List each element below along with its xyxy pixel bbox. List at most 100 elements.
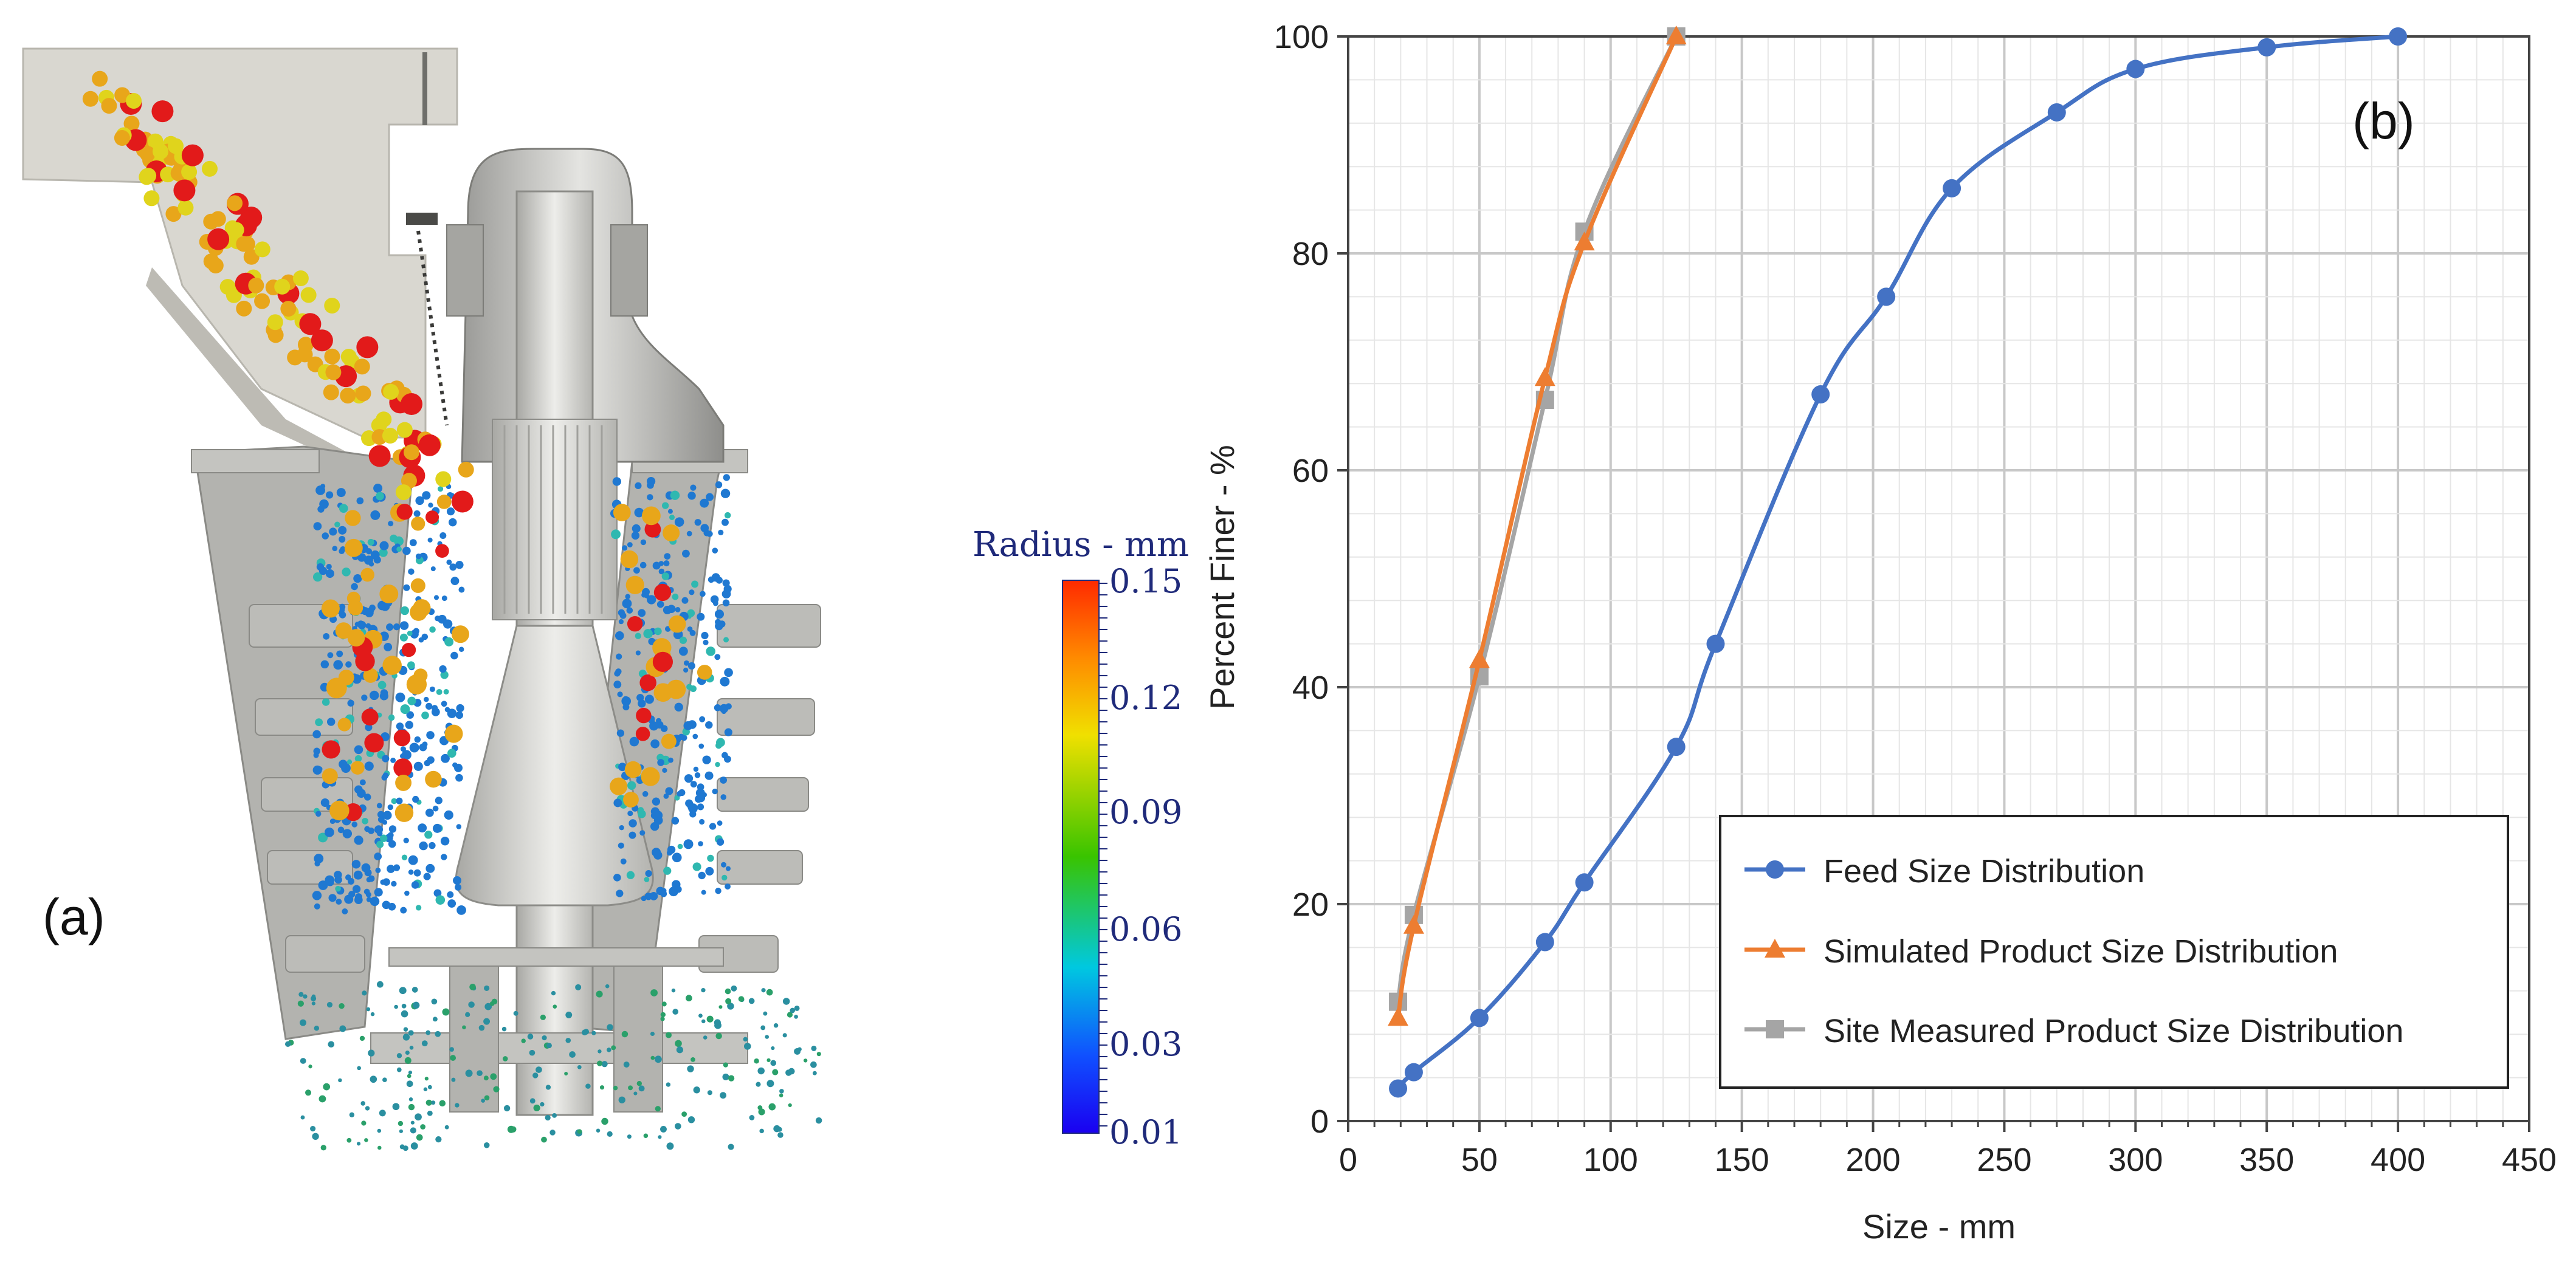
discharge-particle xyxy=(409,1046,414,1050)
fine-particle xyxy=(415,554,422,560)
discharge-particle xyxy=(431,1100,436,1105)
coarse-particle xyxy=(444,724,463,743)
feed-particle xyxy=(207,228,230,250)
fine-particle xyxy=(705,866,714,876)
series-0-point xyxy=(1575,873,1594,892)
rib-right-4 xyxy=(717,850,803,885)
fine-particle xyxy=(697,803,704,811)
discharge-particle xyxy=(723,1062,728,1068)
discharge-particle xyxy=(759,1128,764,1134)
discharge-particle xyxy=(408,1097,413,1102)
discharge-particle xyxy=(415,1113,422,1121)
y-tick-label: 0 xyxy=(1310,1103,1329,1140)
fine-particle xyxy=(424,760,430,767)
fine-particle xyxy=(629,831,636,839)
fine-particle xyxy=(723,637,729,643)
discharge-particle xyxy=(738,996,745,1002)
base-flange-upper xyxy=(388,947,724,967)
feed-particle xyxy=(297,337,314,353)
discharge-particle xyxy=(451,1077,456,1082)
fine-particle xyxy=(720,676,730,687)
fine-particle xyxy=(415,496,424,506)
fine-particle xyxy=(663,606,672,615)
fine-particle xyxy=(379,548,388,557)
discharge-particle xyxy=(687,1116,695,1123)
discharge-particle xyxy=(815,1117,822,1124)
fine-particle xyxy=(456,704,464,713)
rib-right-2 xyxy=(717,698,815,736)
discharge-particle xyxy=(312,1133,319,1140)
discharge-particle xyxy=(377,1145,382,1150)
fine-particle xyxy=(635,482,642,489)
fine-particle xyxy=(721,862,727,868)
feed-particle xyxy=(354,358,370,375)
feed-particle xyxy=(382,428,398,444)
discharge-particle xyxy=(788,1103,792,1108)
fine-particle xyxy=(627,542,633,547)
fine-particle xyxy=(363,794,371,801)
fine-particle xyxy=(620,858,627,865)
fine-particle xyxy=(700,591,706,597)
fine-particle xyxy=(699,716,706,722)
coarse-particle xyxy=(347,629,365,646)
fine-particle xyxy=(396,546,402,552)
fine-particle xyxy=(455,773,463,782)
fine-particle xyxy=(724,755,731,763)
fine-particle xyxy=(712,547,718,554)
fine-particle xyxy=(408,869,414,875)
discharge-particle xyxy=(748,998,755,1004)
fine-particle xyxy=(377,811,385,818)
fine-particle xyxy=(631,531,640,540)
fine-particle xyxy=(352,885,361,893)
fine-particle xyxy=(447,891,454,898)
fine-particle xyxy=(390,757,396,763)
fine-particle xyxy=(701,890,706,895)
discharge-particle xyxy=(405,1050,410,1055)
feed-particle xyxy=(325,364,342,380)
discharge-particle xyxy=(410,1120,415,1125)
fine-particle xyxy=(422,491,431,500)
discharge-particle xyxy=(811,1045,817,1051)
discharge-particle xyxy=(675,1040,682,1048)
fine-particle xyxy=(433,595,439,600)
fine-particle xyxy=(335,885,341,892)
fine-particle xyxy=(679,636,687,644)
fine-particle xyxy=(411,881,419,889)
fine-particle xyxy=(662,767,667,773)
fine-particle xyxy=(674,795,680,801)
discharge-particle xyxy=(408,1030,414,1036)
fine-particle xyxy=(715,481,723,489)
fine-particle xyxy=(418,823,427,833)
discharge-particle xyxy=(408,1103,415,1111)
fine-particle xyxy=(407,661,415,670)
discharge-particle xyxy=(370,1075,377,1083)
coarse-particle xyxy=(361,708,379,726)
coarse-particle xyxy=(435,544,449,558)
discharge-particle xyxy=(601,1061,608,1068)
fine-particle xyxy=(666,849,673,856)
discharge-particle xyxy=(650,1031,655,1037)
fine-particle xyxy=(687,626,693,632)
rib-right-1 xyxy=(717,604,821,648)
fine-particle xyxy=(656,886,665,896)
series-line-1 xyxy=(1396,35,1678,1019)
discharge-particle xyxy=(362,990,367,996)
fine-particle xyxy=(707,854,714,862)
discharge-particle xyxy=(408,1071,413,1075)
fine-particle xyxy=(706,646,715,656)
fine-particle xyxy=(376,840,384,848)
fine-particle xyxy=(683,839,694,849)
discharge-particle xyxy=(398,1120,404,1127)
feed-particle xyxy=(123,115,140,132)
feed-particle xyxy=(299,313,322,335)
discharge-particle xyxy=(701,987,706,993)
fine-particle xyxy=(314,860,320,867)
fine-particle xyxy=(650,807,660,816)
fine-particle xyxy=(317,506,325,513)
discharge-particle xyxy=(319,1095,326,1103)
discharge-particle xyxy=(412,1001,420,1009)
fine-particle xyxy=(351,821,358,828)
series-1-point xyxy=(1574,231,1595,251)
rib-left-2 xyxy=(255,698,353,736)
discharge-particle xyxy=(536,1066,542,1073)
